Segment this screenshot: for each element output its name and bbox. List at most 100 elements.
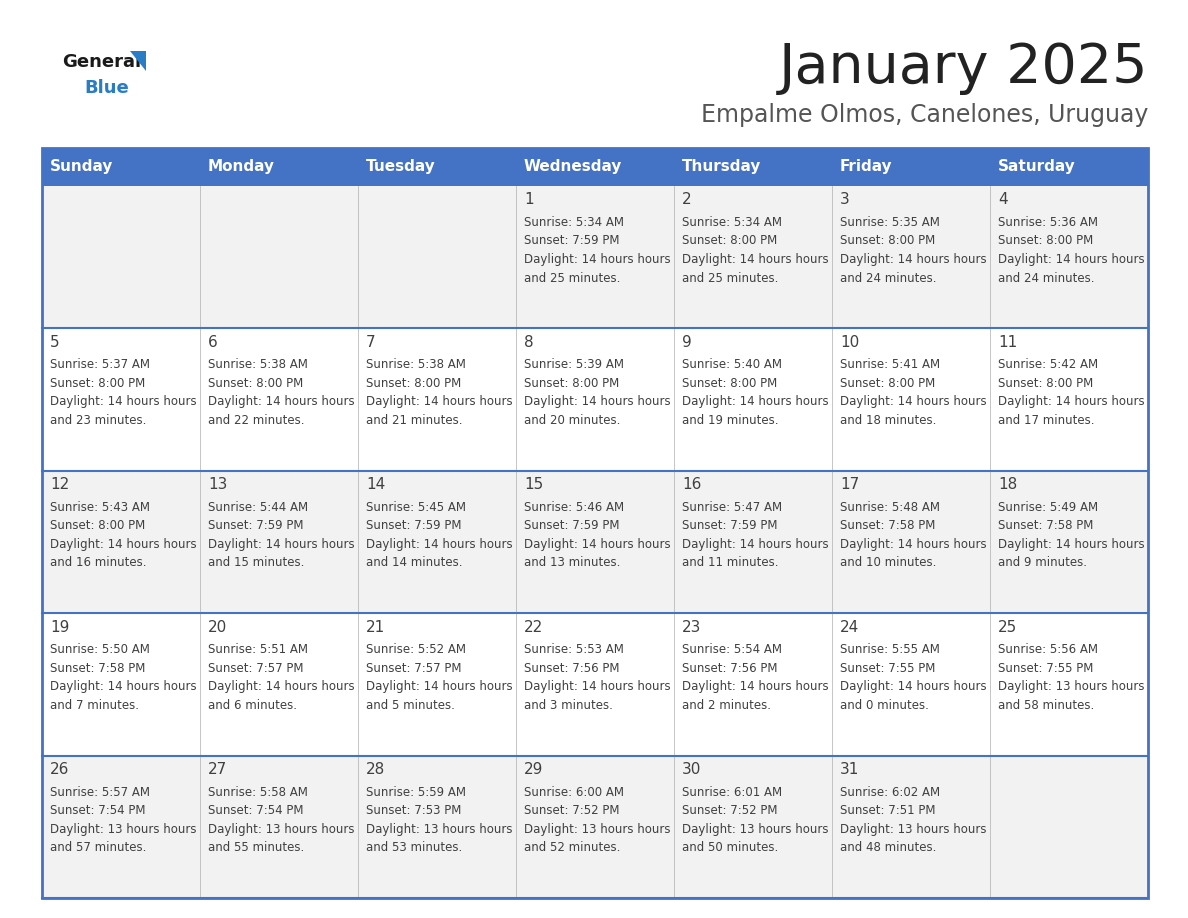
Text: Daylight: 13 hours hours: Daylight: 13 hours hours [998, 680, 1144, 693]
Text: and 21 minutes.: and 21 minutes. [366, 414, 462, 427]
Text: Daylight: 14 hours hours: Daylight: 14 hours hours [208, 680, 355, 693]
Text: and 9 minutes.: and 9 minutes. [998, 556, 1087, 569]
FancyBboxPatch shape [832, 613, 990, 756]
Text: and 6 minutes.: and 6 minutes. [208, 699, 297, 711]
Text: Sunrise: 6:01 AM: Sunrise: 6:01 AM [682, 786, 782, 799]
Text: 18: 18 [998, 477, 1017, 492]
Text: Sunrise: 5:40 AM: Sunrise: 5:40 AM [682, 358, 782, 372]
Text: Sunset: 7:52 PM: Sunset: 7:52 PM [524, 804, 619, 817]
Text: Daylight: 14 hours hours: Daylight: 14 hours hours [840, 253, 986, 266]
FancyBboxPatch shape [674, 613, 832, 756]
Text: and 24 minutes.: and 24 minutes. [998, 272, 1094, 285]
Text: and 19 minutes.: and 19 minutes. [682, 414, 778, 427]
Text: Daylight: 14 hours hours: Daylight: 14 hours hours [50, 538, 197, 551]
Text: and 14 minutes.: and 14 minutes. [366, 556, 462, 569]
FancyBboxPatch shape [42, 471, 200, 613]
Text: Daylight: 14 hours hours: Daylight: 14 hours hours [50, 396, 197, 409]
Text: Daylight: 14 hours hours: Daylight: 14 hours hours [840, 538, 986, 551]
Text: 22: 22 [524, 620, 543, 634]
Text: 13: 13 [208, 477, 227, 492]
Text: Sunrise: 5:54 AM: Sunrise: 5:54 AM [682, 644, 782, 656]
Text: Thursday: Thursday [682, 160, 762, 174]
Text: Daylight: 14 hours hours: Daylight: 14 hours hours [840, 680, 986, 693]
Text: Sunrise: 5:55 AM: Sunrise: 5:55 AM [840, 644, 940, 656]
Text: Sunset: 8:00 PM: Sunset: 8:00 PM [998, 377, 1093, 390]
Text: Sunset: 8:00 PM: Sunset: 8:00 PM [840, 377, 935, 390]
Text: Sunset: 7:58 PM: Sunset: 7:58 PM [840, 520, 935, 532]
FancyBboxPatch shape [674, 756, 832, 898]
Text: Sunrise: 5:35 AM: Sunrise: 5:35 AM [840, 216, 940, 229]
FancyBboxPatch shape [42, 613, 200, 756]
Text: and 16 minutes.: and 16 minutes. [50, 556, 146, 569]
FancyBboxPatch shape [832, 471, 990, 613]
Text: Sunrise: 5:36 AM: Sunrise: 5:36 AM [998, 216, 1098, 229]
Text: Sunset: 7:58 PM: Sunset: 7:58 PM [50, 662, 145, 675]
Text: Daylight: 14 hours hours: Daylight: 14 hours hours [366, 396, 513, 409]
Text: and 23 minutes.: and 23 minutes. [50, 414, 146, 427]
Text: and 25 minutes.: and 25 minutes. [524, 272, 620, 285]
Text: Sunrise: 5:47 AM: Sunrise: 5:47 AM [682, 501, 782, 514]
Text: and 10 minutes.: and 10 minutes. [840, 556, 936, 569]
Text: Wednesday: Wednesday [524, 160, 623, 174]
Text: and 58 minutes.: and 58 minutes. [998, 699, 1094, 711]
Text: Daylight: 14 hours hours: Daylight: 14 hours hours [524, 253, 670, 266]
FancyBboxPatch shape [516, 756, 674, 898]
Text: and 5 minutes.: and 5 minutes. [366, 699, 455, 711]
Text: Sunrise: 5:45 AM: Sunrise: 5:45 AM [366, 501, 466, 514]
Text: Sunrise: 5:39 AM: Sunrise: 5:39 AM [524, 358, 624, 372]
FancyBboxPatch shape [674, 471, 832, 613]
Polygon shape [129, 51, 146, 71]
Text: Daylight: 14 hours hours: Daylight: 14 hours hours [682, 538, 828, 551]
Text: Daylight: 14 hours hours: Daylight: 14 hours hours [208, 396, 355, 409]
Text: Sunrise: 5:48 AM: Sunrise: 5:48 AM [840, 501, 940, 514]
FancyBboxPatch shape [42, 756, 200, 898]
Text: Sunset: 7:55 PM: Sunset: 7:55 PM [998, 662, 1093, 675]
Text: and 17 minutes.: and 17 minutes. [998, 414, 1094, 427]
Text: 14: 14 [366, 477, 385, 492]
FancyBboxPatch shape [358, 613, 516, 756]
FancyBboxPatch shape [358, 186, 516, 329]
Text: Sunset: 8:00 PM: Sunset: 8:00 PM [998, 234, 1093, 248]
Text: Sunrise: 5:58 AM: Sunrise: 5:58 AM [208, 786, 308, 799]
FancyBboxPatch shape [832, 186, 990, 329]
Text: Daylight: 14 hours hours: Daylight: 14 hours hours [50, 680, 197, 693]
Text: and 0 minutes.: and 0 minutes. [840, 699, 929, 711]
Text: Sunset: 7:59 PM: Sunset: 7:59 PM [208, 520, 303, 532]
Text: Daylight: 14 hours hours: Daylight: 14 hours hours [524, 538, 670, 551]
Text: Daylight: 13 hours hours: Daylight: 13 hours hours [682, 823, 828, 835]
Text: Sunrise: 5:46 AM: Sunrise: 5:46 AM [524, 501, 624, 514]
Text: and 2 minutes.: and 2 minutes. [682, 699, 771, 711]
Text: and 55 minutes.: and 55 minutes. [208, 841, 304, 854]
Text: Daylight: 14 hours hours: Daylight: 14 hours hours [682, 680, 828, 693]
Text: Saturday: Saturday [998, 160, 1076, 174]
Text: Sunset: 7:57 PM: Sunset: 7:57 PM [366, 662, 461, 675]
Text: 8: 8 [524, 335, 533, 350]
FancyBboxPatch shape [516, 471, 674, 613]
Text: Sunset: 7:52 PM: Sunset: 7:52 PM [682, 804, 777, 817]
Text: 21: 21 [366, 620, 385, 634]
Text: Sunrise: 5:38 AM: Sunrise: 5:38 AM [208, 358, 308, 372]
Text: Sunrise: 5:37 AM: Sunrise: 5:37 AM [50, 358, 150, 372]
Text: Daylight: 14 hours hours: Daylight: 14 hours hours [208, 538, 355, 551]
Text: Sunrise: 5:43 AM: Sunrise: 5:43 AM [50, 501, 150, 514]
Text: and 3 minutes.: and 3 minutes. [524, 699, 613, 711]
Text: 2: 2 [682, 193, 691, 207]
Text: Sunrise: 6:02 AM: Sunrise: 6:02 AM [840, 786, 940, 799]
FancyBboxPatch shape [516, 186, 674, 329]
Text: 6: 6 [208, 335, 217, 350]
FancyBboxPatch shape [200, 471, 358, 613]
Text: Daylight: 13 hours hours: Daylight: 13 hours hours [840, 823, 986, 835]
Text: 12: 12 [50, 477, 69, 492]
FancyBboxPatch shape [358, 329, 516, 471]
Text: Sunset: 8:00 PM: Sunset: 8:00 PM [50, 377, 145, 390]
Text: Sunrise: 5:50 AM: Sunrise: 5:50 AM [50, 644, 150, 656]
Text: Sunrise: 5:56 AM: Sunrise: 5:56 AM [998, 644, 1098, 656]
Text: Sunrise: 5:51 AM: Sunrise: 5:51 AM [208, 644, 308, 656]
Text: Sunset: 8:00 PM: Sunset: 8:00 PM [50, 520, 145, 532]
Text: 24: 24 [840, 620, 859, 634]
Text: and 15 minutes.: and 15 minutes. [208, 556, 304, 569]
Text: Sunset: 8:00 PM: Sunset: 8:00 PM [840, 234, 935, 248]
Text: General: General [62, 53, 141, 71]
FancyBboxPatch shape [990, 186, 1148, 329]
Text: Sunrise: 5:57 AM: Sunrise: 5:57 AM [50, 786, 150, 799]
